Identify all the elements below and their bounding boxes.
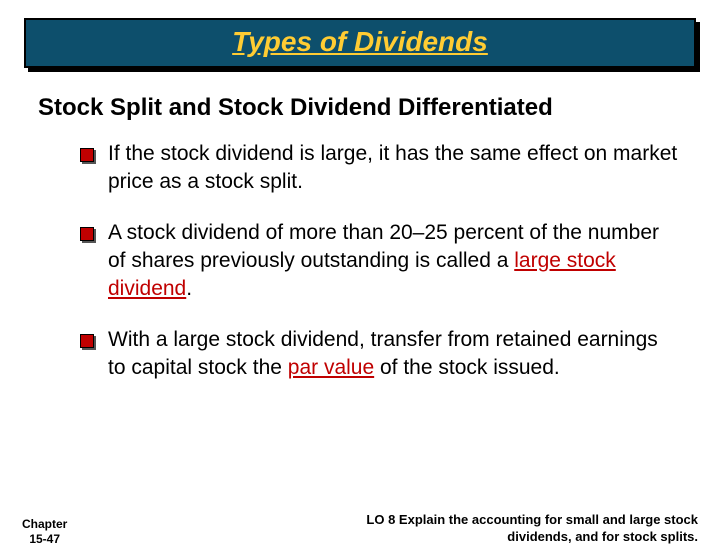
bullet-icon <box>80 334 94 348</box>
footer: Chapter 15-47 LO 8 Explain the accountin… <box>0 512 720 546</box>
bullet-post: . <box>186 277 192 300</box>
title-bar: Types of Dividends <box>24 18 696 68</box>
chapter-line2: 15-47 <box>29 532 60 546</box>
subtitle: Stock Split and Stock Dividend Different… <box>38 94 692 122</box>
bullet-pre: If the stock dividend is large, it has t… <box>108 142 677 193</box>
bullet-text: If the stock dividend is large, it has t… <box>108 140 680 197</box>
bullet-keyword: par value <box>288 356 374 379</box>
learning-objective: LO 8 Explain the accounting for small an… <box>318 512 698 546</box>
bullet-text: A stock dividend of more than 20–25 perc… <box>108 219 680 304</box>
list-item: With a large stock dividend, transfer fr… <box>80 326 680 383</box>
bullet-post: of the stock issued. <box>374 356 560 379</box>
bullet-icon <box>80 227 94 241</box>
list-item: If the stock dividend is large, it has t… <box>80 140 680 197</box>
bullet-list: If the stock dividend is large, it has t… <box>80 140 680 382</box>
bullet-text: With a large stock dividend, transfer fr… <box>108 326 680 383</box>
bullet-icon <box>80 148 94 162</box>
list-item: A stock dividend of more than 20–25 perc… <box>80 219 680 304</box>
chapter-label: Chapter 15-47 <box>22 517 67 546</box>
chapter-line1: Chapter <box>22 517 67 531</box>
page-title: Types of Dividends <box>232 26 488 57</box>
